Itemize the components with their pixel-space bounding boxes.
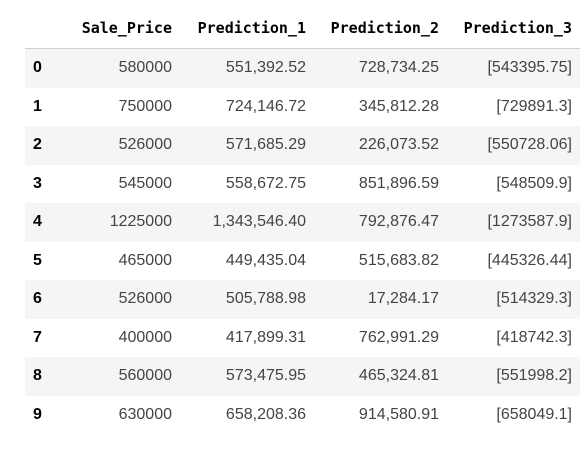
prediction-1-cell: 551,392.52 [225, 59, 306, 77]
row-index: 6 [33, 290, 42, 308]
column-header-prediction-2: Prediction_2 [314, 8, 447, 49]
sale-price-cell: 526000 [118, 136, 172, 154]
sale-price-cell: 465000 [118, 251, 172, 269]
prediction-3-cell: [550728.06] [487, 136, 572, 154]
table-row: 3 545000 558,672.75 851,896.59 [548509.9… [25, 164, 580, 203]
prediction-2-cell: 17,284.17 [367, 290, 439, 308]
prediction-1-cell: 558,672.75 [225, 174, 306, 192]
dataframe-table: Sale_Price Prediction_1 Prediction_2 Pre… [25, 8, 580, 434]
prediction-2-cell: 792,876.47 [358, 213, 439, 231]
prediction-3-cell: [658049.1] [496, 405, 572, 423]
index-column-header [25, 8, 67, 49]
table-row: 7 400000 417,899.31 762,991.29 [418742.3… [25, 318, 580, 357]
row-index: 5 [33, 251, 42, 269]
prediction-2-cell: 465,324.81 [358, 367, 439, 385]
prediction-1-cell: 505,788.98 [225, 290, 306, 308]
table-row: 2 526000 571,685.29 226,073.52 [550728.0… [25, 126, 580, 165]
prediction-3-cell: [418742.3] [496, 328, 572, 346]
column-header-prediction-1: Prediction_1 [180, 8, 314, 49]
sale-price-cell: 545000 [118, 174, 172, 192]
table-row: 6 526000 505,788.98 17,284.17 [514329.3] [25, 280, 580, 319]
table-body: 0 580000 551,392.52 728,734.25 [543395.7… [25, 48, 580, 434]
row-index: 8 [33, 367, 42, 385]
prediction-3-cell: [551998.2] [496, 367, 572, 385]
prediction-1-cell: 417,899.31 [225, 328, 306, 346]
row-index: 2 [33, 136, 42, 154]
prediction-3-cell: [729891.3] [496, 97, 572, 115]
row-index: 0 [33, 59, 42, 77]
prediction-2-cell: 851,896.59 [358, 174, 439, 192]
table-header: Sale_Price Prediction_1 Prediction_2 Pre… [25, 8, 580, 49]
prediction-2-cell: 728,734.25 [358, 59, 439, 77]
prediction-2-cell: 762,991.29 [358, 328, 439, 346]
table-row: 5 465000 449,435.04 515,683.82 [445326.4… [25, 241, 580, 280]
prediction-2-cell: 345,812.28 [358, 97, 439, 115]
prediction-3-cell: [445326.44] [487, 251, 572, 269]
sale-price-cell: 560000 [118, 367, 172, 385]
sale-price-cell: 400000 [118, 328, 172, 346]
row-index: 9 [33, 405, 42, 423]
table-row: 9 630000 658,208.36 914,580.91 [658049.1… [25, 395, 580, 434]
sale-price-cell: 1225000 [109, 213, 172, 231]
prediction-1-cell: 571,685.29 [225, 136, 306, 154]
header-row: Sale_Price Prediction_1 Prediction_2 Pre… [25, 8, 580, 49]
table-row: 8 560000 573,475.95 465,324.81 [551998.2… [25, 357, 580, 396]
prediction-1-cell: 1,343,546.40 [212, 213, 306, 231]
prediction-3-cell: [543395.75] [487, 59, 572, 77]
prediction-3-cell: [514329.3] [496, 290, 572, 308]
dataframe-output: Sale_Price Prediction_1 Prediction_2 Pre… [25, 8, 580, 434]
row-index: 4 [33, 213, 42, 231]
prediction-1-cell: 573,475.95 [225, 367, 306, 385]
column-header-sale-price: Sale_Price [67, 8, 180, 49]
prediction-2-cell: 515,683.82 [358, 251, 439, 269]
table-row: 0 580000 551,392.52 728,734.25 [543395.7… [25, 48, 580, 88]
prediction-3-cell: [548509.9] [496, 174, 572, 192]
sale-price-cell: 526000 [118, 290, 172, 308]
prediction-1-cell: 724,146.72 [225, 97, 306, 115]
prediction-3-cell: [1273587.9] [487, 213, 572, 231]
prediction-1-cell: 658,208.36 [225, 405, 306, 423]
prediction-2-cell: 914,580.91 [358, 405, 439, 423]
table-row: 1 750000 724,146.72 345,812.28 [729891.3… [25, 87, 580, 126]
sale-price-cell: 750000 [118, 97, 172, 115]
table-row: 4 1225000 1,343,546.40 792,876.47 [12735… [25, 203, 580, 242]
prediction-2-cell: 226,073.52 [358, 136, 439, 154]
sale-price-cell: 630000 [118, 405, 172, 423]
row-index: 3 [33, 174, 42, 192]
row-index: 1 [33, 97, 42, 115]
row-index: 7 [33, 328, 42, 346]
column-header-prediction-3: Prediction_3 [447, 8, 580, 49]
sale-price-cell: 580000 [118, 59, 172, 77]
prediction-1-cell: 449,435.04 [225, 251, 306, 269]
